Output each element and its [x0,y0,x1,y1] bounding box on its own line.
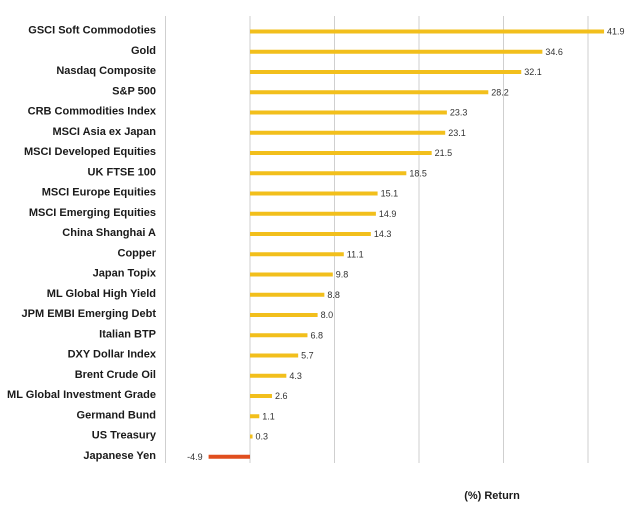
category-label: ML Global Investment Grade [7,389,156,401]
bars [209,30,604,459]
category-label: S&P 500 [112,85,156,97]
category-label: GSCI Soft Commodoties [28,25,156,37]
bar [250,212,376,216]
value-label: 0.3 [256,432,269,442]
bar [250,131,445,135]
category-label: Japan Topix [93,268,157,280]
category-label: Japanese Yen [83,450,156,462]
category-label: US Treasury [92,430,157,442]
bar [250,111,447,115]
bar [250,273,333,277]
value-label: 32.1 [524,67,542,77]
value-label: 2.6 [275,391,288,401]
bar [250,414,259,418]
bar-chart: 41.9 34.632.1 28.2 23.3 23.1 21.5 18.5 15.1 14.9… [0,0,640,514]
value-label: 11.1 [347,249,364,259]
category-labels: GSCI Soft Commodoties Gold Nasdaq Composit… [7,25,157,462]
bar [250,435,253,439]
category-label: MSCI Europe Equities [42,187,156,199]
bar [250,70,521,74]
x-axis-title: (%) Return [464,490,520,502]
category-label: Copper [118,247,157,259]
value-label: 23.3 [450,108,468,118]
value-label: 28.2 [491,87,509,97]
bar [250,232,371,236]
value-label: 14.3 [374,229,392,239]
bar [250,252,344,256]
category-label: Germand Bund [77,409,156,421]
category-label: CRB Commodities Index [28,106,157,118]
category-label: Italian BTP [99,328,156,340]
bar [250,394,272,398]
value-label: 4.3 [289,371,302,381]
bar [209,455,250,459]
category-label: UK FTSE 100 [88,166,156,178]
category-label: Nasdaq Composite [56,65,156,77]
value-label: 14.9 [379,209,397,219]
value-label: 6.8 [310,330,323,340]
bar [250,354,298,358]
value-label: 1.1 [262,411,275,421]
bar [250,90,488,94]
bar [250,50,542,54]
value-label: -4.9 [187,452,203,462]
category-label: Brent Crude Oil [75,369,156,381]
value-label: 8.8 [327,290,340,300]
value-label: 34.6 [545,47,563,57]
category-label: ML Global High Yield [47,288,156,300]
category-label: MSCI Emerging Equities [29,207,156,219]
category-label: JPM EMBI Emerging Debt [22,308,157,320]
value-label: 21.5 [435,148,453,158]
value-label: 23.1 [448,128,466,138]
value-label: 18.5 [409,168,427,178]
value-label: 5.7 [301,351,314,361]
value-label: 15.1 [381,189,399,199]
category-label: MSCI Developed Equities [24,146,156,158]
category-label: DXY Dollar Index [68,349,157,361]
gridlines [166,16,589,463]
value-label: 8.0 [321,310,334,320]
category-label: Gold [131,45,156,57]
bar [250,293,324,297]
bar [250,333,307,337]
category-label: China Shanghai A [62,227,156,239]
bar [250,313,318,317]
category-label: MSCI Asia ex Japan [52,126,156,138]
bar [250,30,604,34]
value-label: 9.8 [336,270,349,280]
value-label: 41.9 [607,27,625,37]
bar [250,192,378,196]
bar [250,151,432,155]
bar [250,171,406,175]
bar [250,374,286,378]
